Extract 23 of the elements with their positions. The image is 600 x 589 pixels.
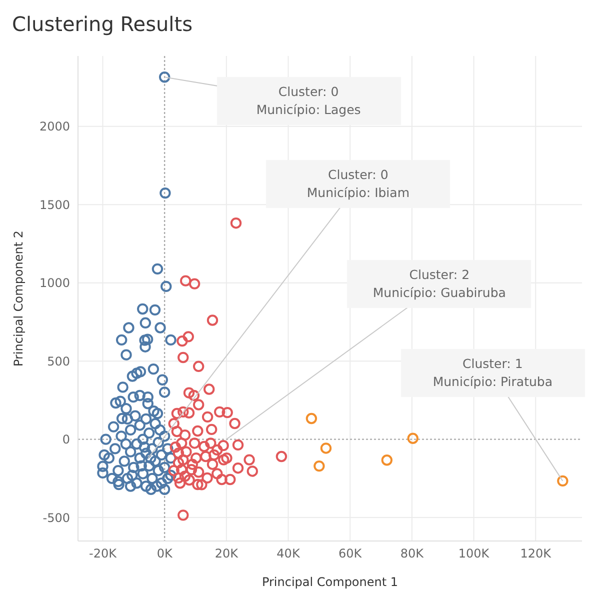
x-tick-label: 20K: [214, 546, 240, 561]
y-tick-label: 500: [47, 354, 70, 368]
point: [314, 460, 325, 472]
x-tick-label: 120K: [520, 546, 552, 561]
x-tick-label: 40K: [276, 546, 301, 561]
point: [306, 412, 318, 424]
y-tick-label: 2000: [39, 120, 70, 134]
y-tick-label: -500: [42, 510, 70, 525]
x-tick-label: 80K: [400, 546, 425, 561]
y-tick-label: 1500: [39, 198, 70, 212]
x-tick-label: 100K: [458, 546, 490, 561]
point: [381, 454, 392, 466]
point: [557, 475, 568, 487]
x-tick-label: 0K: [156, 546, 174, 561]
y-axis-title: Principal Component 2: [11, 230, 26, 367]
x-tick-label: -20K: [89, 546, 118, 561]
point: [407, 432, 418, 444]
x-axis-title: Principal Component 1: [262, 575, 398, 589]
y-tick-label: 1000: [39, 276, 70, 290]
chart-title: Clustering Results: [11, 11, 194, 38]
y-tick-label: 0: [62, 432, 70, 447]
point: [320, 442, 332, 454]
x-tick-label: 60K: [338, 546, 363, 561]
